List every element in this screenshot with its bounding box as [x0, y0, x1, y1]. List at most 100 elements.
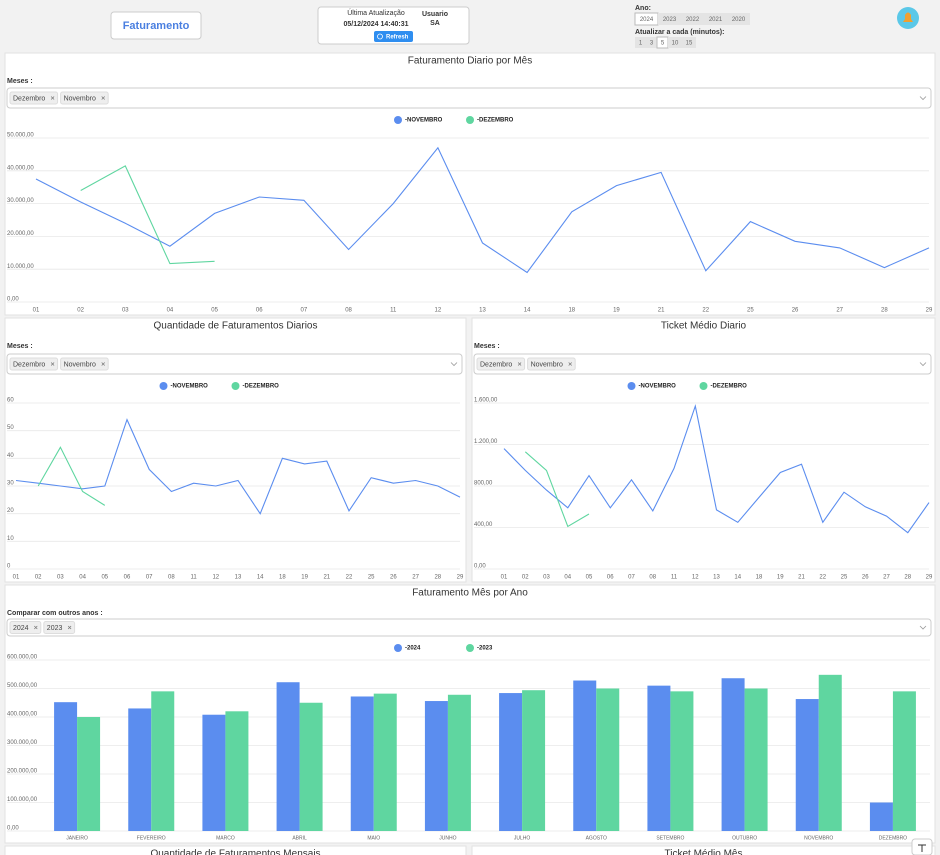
chip-remove[interactable] — [34, 625, 38, 630]
year-chip-label[interactable]: 2022 — [686, 17, 700, 23]
series-line — [37, 446, 106, 506]
filter-chip-label: Novembro — [64, 95, 96, 102]
bar — [721, 678, 745, 831]
interval-chip[interactable] — [668, 37, 682, 48]
x-tick-label: MAIO — [367, 835, 380, 841]
filter-chip[interactable] — [9, 621, 42, 634]
chip-remove[interactable] — [67, 625, 72, 630]
x-tick-label: NOVEMBRO — [804, 835, 833, 841]
interval-chip[interactable] — [682, 37, 696, 48]
year-chip-label[interactable]: 2021 — [709, 17, 723, 23]
year-chip[interactable] — [704, 13, 727, 25]
legend-label[interactable]: -DEZEMBRO — [711, 384, 748, 390]
x-tick-label: 22 — [702, 308, 709, 314]
legend-swatch[interactable] — [627, 382, 636, 390]
filter-select[interactable] — [6, 618, 932, 637]
filter-select[interactable] — [473, 353, 932, 375]
year-chip-label[interactable]: 2020 — [732, 17, 746, 23]
legend-swatch[interactable] — [394, 644, 402, 652]
legend-swatch[interactable] — [466, 116, 474, 124]
filter-chip[interactable] — [476, 357, 526, 371]
filter-select[interactable] — [6, 87, 932, 109]
x-tick-label: 03 — [543, 575, 550, 581]
legend-swatch[interactable] — [394, 116, 402, 124]
interval-chip-label[interactable]: 5 — [661, 41, 665, 47]
legend-swatch[interactable] — [159, 382, 168, 390]
legend-label[interactable]: -NOVEMBRO — [639, 384, 677, 390]
x-tick-label: 04 — [167, 308, 174, 314]
chip-remove[interactable] — [50, 362, 55, 366]
year-chip[interactable] — [727, 13, 750, 25]
legend-label[interactable]: -2023 — [477, 646, 493, 652]
chip-remove[interactable] — [568, 362, 572, 366]
bar — [892, 691, 916, 831]
filter-chip[interactable] — [9, 91, 59, 105]
x-tick-label: 06 — [607, 575, 614, 581]
filter-select[interactable] — [6, 353, 463, 375]
x-tick-label: 05 — [211, 308, 218, 314]
x-tick-label: 29 — [457, 575, 464, 581]
filter-chip-label: Dezembro — [480, 361, 512, 368]
y-tick-label: 50.000,00 — [7, 133, 34, 139]
x-tick-label: 02 — [35, 575, 42, 581]
dropdown-chevron — [919, 96, 927, 101]
x-tick-label: 12 — [435, 308, 442, 314]
year-chip-label[interactable]: 2023 — [663, 17, 677, 23]
x-tick-label: 26 — [862, 575, 869, 581]
legend-swatch[interactable] — [466, 644, 474, 652]
filter-chip-label: 2024 — [13, 625, 29, 632]
legend-label[interactable]: -2024 — [405, 646, 421, 652]
interval-chip-label[interactable]: 10 — [672, 41, 679, 47]
panel — [471, 845, 936, 855]
filter-label: Meses : — [7, 78, 33, 85]
legend-label[interactable]: -NOVEMBRO — [405, 118, 443, 124]
x-tick-label: 07 — [301, 308, 308, 314]
legend-swatch[interactable] — [699, 382, 708, 390]
chip-remove[interactable] — [517, 362, 522, 366]
interval-chip-label[interactable]: 3 — [650, 41, 654, 47]
chart-title: Quantidade de Faturamentos Diarios — [154, 321, 318, 332]
x-tick-label: OUTUBRO — [732, 835, 757, 841]
filter-chip[interactable] — [43, 621, 76, 634]
year-chip[interactable] — [681, 13, 704, 25]
year-chip[interactable] — [658, 13, 681, 25]
chart-title: Faturamento Diario por Mês — [408, 56, 533, 67]
year-chip-label[interactable]: 2024 — [640, 17, 654, 23]
y-tick-label: 0 — [7, 564, 11, 570]
user: SA — [430, 20, 440, 27]
legend-label[interactable]: -NOVEMBRO — [171, 384, 209, 390]
x-tick-label: 03 — [57, 575, 64, 581]
refresh-label[interactable]: Refresh — [386, 35, 409, 41]
y-tick-label: 40.000,00 — [7, 165, 34, 171]
y-tick-label: 0,00 — [474, 564, 486, 570]
x-tick-label: SETEMBRO — [656, 835, 684, 841]
app-button-label[interactable]: Faturamento — [123, 20, 190, 32]
y-tick-label: 60 — [7, 398, 14, 404]
x-tick-label: 13 — [235, 575, 242, 581]
bar — [225, 711, 249, 831]
legend-label[interactable]: -DEZEMBRO — [243, 384, 280, 390]
legend-label[interactable]: -DEZEMBRO — [477, 118, 514, 124]
chip-remove[interactable] — [101, 362, 105, 366]
app-button[interactable] — [110, 11, 202, 40]
y-tick-label: 20.000,00 — [7, 231, 34, 237]
filter-chip[interactable] — [9, 357, 59, 371]
bar — [299, 702, 323, 831]
info-box — [317, 6, 470, 45]
interval-chip-label[interactable]: 1 — [639, 41, 643, 47]
legend-swatch[interactable] — [231, 382, 240, 390]
interval-chip[interactable] — [635, 37, 646, 48]
filter-chip[interactable] — [60, 357, 109, 371]
filter-chip[interactable] — [60, 91, 109, 105]
y-tick-label: 30 — [7, 481, 14, 487]
chip-remove[interactable] — [101, 96, 105, 100]
x-tick-label: 14 — [734, 575, 741, 581]
filter-chip[interactable] — [527, 357, 576, 371]
y-tick-label: 0,00 — [7, 826, 19, 832]
chip-remove[interactable] — [50, 96, 55, 100]
refresh-button[interactable] — [374, 31, 413, 42]
filter-label: Meses : — [474, 343, 500, 350]
interval-chip[interactable] — [646, 37, 657, 48]
interval-chip-label[interactable]: 15 — [686, 41, 693, 47]
x-tick-label: 27 — [836, 308, 843, 314]
